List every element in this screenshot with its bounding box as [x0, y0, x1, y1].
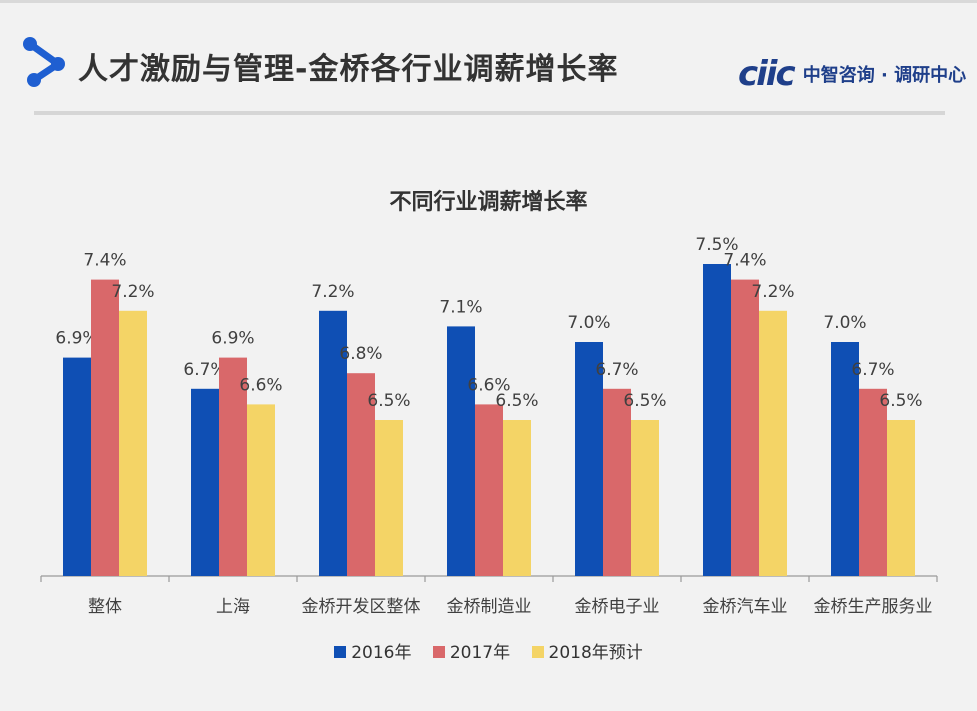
legend-label-2016: 2016年: [351, 643, 412, 663]
legend-item-2018: 2018年预计: [531, 638, 643, 663]
chart-legend: 2016年 2017年 2018年预计: [0, 638, 977, 663]
bar-2017: [603, 388, 631, 576]
bar-2017: [347, 373, 375, 576]
bar-2017: [475, 404, 503, 576]
x-tick-label: 金桥电子业: [575, 597, 660, 617]
legend-item-2017: 2017年: [432, 638, 511, 663]
data-label: 7.4%: [83, 251, 126, 271]
network-node-icon: [23, 37, 65, 87]
data-label: 6.9%: [211, 329, 254, 349]
data-label: 6.5%: [879, 391, 922, 411]
data-label: 6.6%: [467, 375, 510, 395]
bar-2018: [503, 420, 531, 576]
bar-2017: [219, 357, 247, 576]
data-label: 6.5%: [367, 391, 410, 411]
brand-mark: ciic: [738, 54, 796, 94]
bar-2018: [247, 404, 275, 576]
data-label: 6.9%: [55, 329, 98, 349]
bar-2017: [731, 279, 759, 576]
data-label: 6.7%: [595, 360, 638, 380]
bar-2018: [887, 420, 915, 576]
bar-2016: [831, 342, 859, 576]
data-label: 7.4%: [723, 251, 766, 271]
chart-title: 不同行业调薪增长率: [389, 190, 588, 215]
bar-2018: [375, 420, 403, 576]
x-tick-label: 金桥生产服务业: [814, 597, 933, 617]
data-label: 6.5%: [623, 391, 666, 411]
bar-2017: [859, 388, 887, 576]
data-label: 6.7%: [183, 360, 226, 380]
legend-item-2016: 2016年: [334, 638, 411, 663]
page-header: 人才激励与管理-金桥各行业调薪增长率 ciic 中智咨询 · 调研中心: [0, 0, 977, 120]
page-title: 人才激励与管理-金桥各行业调薪增长率: [78, 52, 619, 87]
bar-2016: [191, 388, 219, 576]
data-label: 7.5%: [695, 235, 738, 255]
bar-2016: [447, 326, 475, 576]
legend-swatch-2018: [531, 646, 544, 658]
top-border: [0, 0, 977, 3]
data-label: 6.8%: [339, 344, 382, 364]
bar-2018: [631, 420, 659, 576]
bar-2016: [63, 357, 91, 576]
bar-2018: [759, 310, 787, 576]
data-label: 7.1%: [439, 297, 482, 317]
x-tick-label: 上海: [216, 597, 250, 617]
brand-logo: ciic 中智咨询 · 调研中心: [738, 54, 967, 94]
bar-2017: [91, 279, 119, 576]
x-tick-label: 金桥汽车业: [703, 597, 788, 617]
legend-label-2017: 2017年: [449, 643, 511, 663]
data-label: 6.5%: [495, 391, 538, 411]
bar-2016: [575, 342, 603, 576]
legend-swatch-2017: [432, 646, 445, 658]
legend-swatch-2016: [334, 646, 347, 658]
bar-2018: [119, 310, 147, 576]
x-tick-label: 金桥开发区整体: [302, 597, 421, 617]
legend-label-2018: 2018年预计: [548, 643, 643, 663]
data-label: 6.7%: [851, 360, 894, 380]
data-label: 7.2%: [111, 282, 154, 302]
bar-2016: [319, 310, 347, 576]
x-tick-label: 金桥制造业: [447, 597, 532, 617]
data-label: 7.2%: [311, 282, 354, 302]
header-divider: [34, 111, 945, 115]
brand-text: 中智咨询 · 调研中心: [802, 65, 967, 86]
data-label: 7.0%: [823, 313, 866, 333]
data-label: 7.2%: [751, 282, 794, 302]
data-label: 6.6%: [239, 375, 282, 395]
bar-2016: [703, 264, 731, 576]
x-tick-label: 整体: [88, 597, 122, 617]
data-label: 7.0%: [567, 313, 610, 333]
